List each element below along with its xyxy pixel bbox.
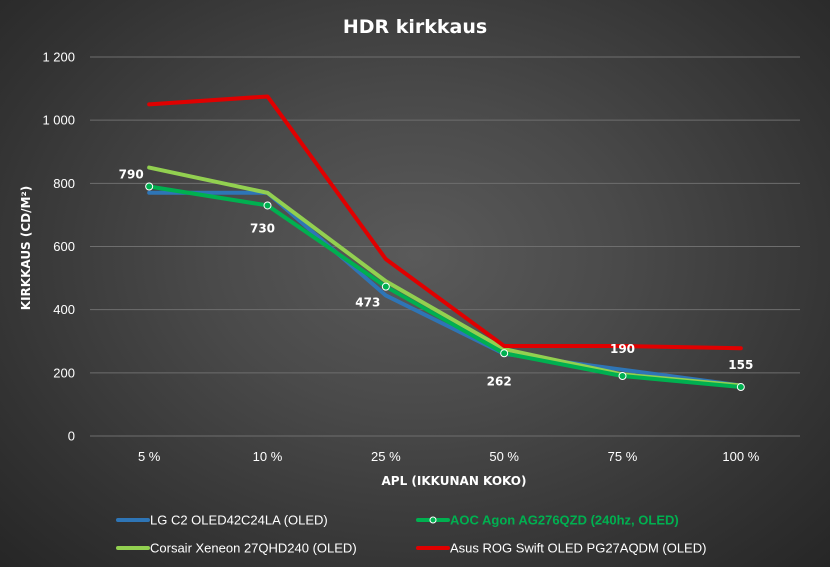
y-axis-label: KIRKKAUS (CD/M²) xyxy=(19,186,33,310)
legend-item: LG C2 OLED42C24LA (OLED) xyxy=(116,513,328,528)
y-tick-label: 1 000 xyxy=(42,113,75,128)
chart-title: HDR kirkkaus xyxy=(343,16,487,38)
y-tick-label: 400 xyxy=(53,302,75,317)
x-tick-label: 25 % xyxy=(371,449,401,464)
legend-label: AOC Agon AG276QZD (240hz, OLED) xyxy=(450,513,679,528)
y-tick-label: 1 200 xyxy=(42,50,75,65)
x-tick-label: 75 % xyxy=(608,449,638,464)
legend-marker xyxy=(429,516,437,524)
x-tick-label: 10 % xyxy=(253,449,283,464)
y-axis-ticks: 0 200 400 600 800 1 000 1 200 xyxy=(42,50,75,444)
gridlines xyxy=(90,56,800,437)
data-point xyxy=(736,383,745,392)
data-point xyxy=(618,371,627,380)
series-line xyxy=(147,184,743,390)
y-tick-label: 800 xyxy=(53,176,75,191)
legend-item: Corsair Xeneon 27QHD240 (OLED) xyxy=(116,541,357,556)
legend: LG C2 OLED42C24LA (OLED) AOC Agon AG276QZ… xyxy=(116,513,706,556)
data-point xyxy=(145,182,154,191)
x-axis-ticks: 5 % 10 % 25 % 50 % 75 % 100 % xyxy=(138,449,760,464)
x-tick-label: 5 % xyxy=(138,449,161,464)
data-label: 262 xyxy=(487,374,512,388)
data-label: 790 xyxy=(119,167,144,181)
data-label: 730 xyxy=(250,221,275,235)
legend-item: AOC Agon AG276QZD (240hz, OLED) xyxy=(416,513,679,528)
x-axis-label: APL (IKKUNAN KOKO) xyxy=(382,474,527,488)
y-tick-label: 600 xyxy=(53,239,75,254)
data-labels: 790 730 473 262 190 155 xyxy=(119,167,754,388)
y-tick-label: 200 xyxy=(53,365,75,380)
legend-label: Asus ROG Swift OLED PG27AQDM (OLED) xyxy=(450,541,706,556)
y-tick-label: 0 xyxy=(68,429,75,444)
series-line xyxy=(147,94,743,351)
data-label: 190 xyxy=(610,342,635,356)
series-lines xyxy=(145,94,745,392)
data-point xyxy=(381,282,390,291)
data-label: 155 xyxy=(728,358,753,372)
legend-item: Asus ROG Swift OLED PG27AQDM (OLED) xyxy=(416,541,706,556)
data-point xyxy=(263,201,272,210)
data-label: 473 xyxy=(355,296,380,310)
data-point xyxy=(500,349,509,358)
x-tick-label: 100 % xyxy=(722,449,759,464)
legend-label: Corsair Xeneon 27QHD240 (OLED) xyxy=(150,541,357,556)
x-tick-label: 50 % xyxy=(489,449,519,464)
series-line xyxy=(147,190,743,388)
legend-label: LG C2 OLED42C24LA (OLED) xyxy=(150,513,328,528)
